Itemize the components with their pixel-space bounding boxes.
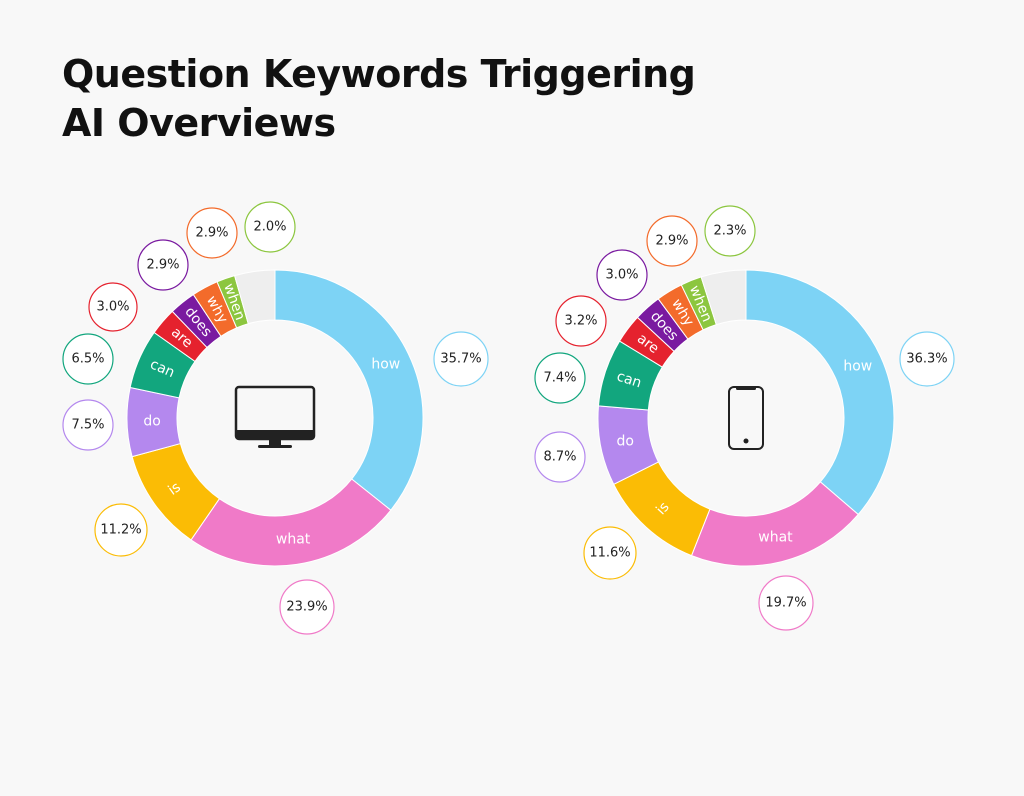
value-label-when: 2.0% xyxy=(253,220,286,235)
value-label-do: 8.7% xyxy=(543,450,576,465)
value-bubble-what: 23.9% xyxy=(279,579,335,635)
value-label-why: 2.9% xyxy=(195,226,228,241)
slice-label-how: how xyxy=(371,357,400,373)
value-bubble-why: 2.9% xyxy=(186,207,238,259)
value-label-are: 3.2% xyxy=(564,314,597,329)
value-bubble-does: 3.0% xyxy=(596,249,648,301)
value-bubble-is: 11.6% xyxy=(583,526,637,580)
value-bubble-when: 2.0% xyxy=(244,201,296,253)
value-label-what: 23.9% xyxy=(286,600,327,615)
slice-how xyxy=(745,269,895,516)
value-label-are: 3.0% xyxy=(96,300,129,315)
value-label-can: 6.5% xyxy=(71,352,104,367)
value-bubble-do: 7.5% xyxy=(62,399,114,451)
value-bubble-how: 36.3% xyxy=(899,331,955,387)
value-label-is: 11.6% xyxy=(589,546,630,561)
slice-label-can: can xyxy=(615,368,644,391)
value-label-do: 7.5% xyxy=(71,418,104,433)
value-label-what: 19.7% xyxy=(765,596,806,611)
smartphone-icon xyxy=(728,386,764,450)
slice-label-do: do xyxy=(617,433,634,449)
value-bubble-when: 2.3% xyxy=(704,205,756,257)
value-bubble-how: 35.7% xyxy=(433,331,489,387)
desktop-monitor-icon xyxy=(234,385,316,448)
value-label-why: 2.9% xyxy=(655,234,688,249)
value-label-how: 36.3% xyxy=(906,352,947,367)
slice-remainder xyxy=(233,269,276,325)
slice-label-what: what xyxy=(276,532,311,548)
slice-label-how: how xyxy=(843,359,872,375)
slice-how xyxy=(274,269,424,511)
value-label-how: 35.7% xyxy=(440,352,481,367)
value-bubble-do: 8.7% xyxy=(534,431,586,483)
value-label-does: 3.0% xyxy=(605,268,638,283)
value-bubble-is: 11.2% xyxy=(94,503,148,557)
value-bubble-why: 2.9% xyxy=(646,215,698,267)
value-bubble-does: 2.9% xyxy=(137,239,189,291)
chart-title-line-1: Question Keywords Triggering xyxy=(62,52,696,96)
chart-title-line-2: AI Overviews xyxy=(62,101,336,145)
chart-title: Question Keywords Triggering AI Overview… xyxy=(62,50,696,148)
value-label-does: 2.9% xyxy=(146,258,179,273)
value-bubble-are: 3.0% xyxy=(88,282,138,332)
value-bubble-can: 7.4% xyxy=(534,352,586,404)
slice-remainder xyxy=(700,269,747,326)
slice-label-do: do xyxy=(143,413,160,429)
value-label-can: 7.4% xyxy=(543,371,576,386)
value-bubble-are: 3.2% xyxy=(555,295,607,347)
value-bubble-can: 6.5% xyxy=(62,333,114,385)
slice-label-what: what xyxy=(758,529,793,545)
slice-what xyxy=(690,481,859,567)
value-label-is: 11.2% xyxy=(100,523,141,538)
value-label-when: 2.3% xyxy=(713,224,746,239)
value-bubble-what: 19.7% xyxy=(758,575,814,631)
